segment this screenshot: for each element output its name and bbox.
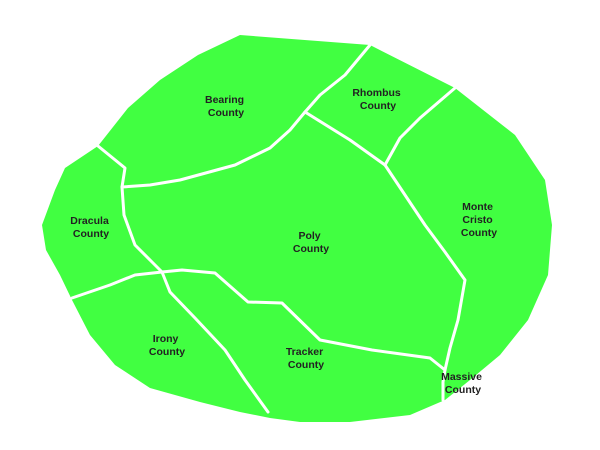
county-label-line: County (461, 227, 497, 239)
county-label-line: County (360, 100, 396, 112)
border-dracula-irony (70, 270, 164, 300)
county-label-line: County (445, 384, 481, 396)
border-rhombus-monte (383, 86, 457, 167)
county-label-monte-cristo: Monte Cristo County (461, 201, 497, 239)
county-label-line: Dracula (70, 215, 109, 227)
county-borders (70, 43, 467, 414)
county-label-dracula: Dracula County (70, 215, 111, 240)
county-label-irony: Irony County (149, 333, 185, 358)
county-label-line: Rhombus (352, 87, 401, 99)
landmass (42, 35, 552, 422)
county-labels: Bearing County Rhombus County Dracula Co… (70, 87, 497, 396)
border-tracker-poly (160, 268, 447, 372)
county-label-line: County (293, 243, 329, 255)
border-dracula-poly (120, 185, 164, 274)
county-label-poly: Poly County (293, 230, 329, 255)
county-label-line: County (149, 346, 185, 358)
county-label-rhombus: Rhombus County (352, 87, 403, 112)
county-label-line: Monte (462, 201, 493, 213)
border-irony-tracker (160, 270, 270, 414)
border-poly-monte (383, 163, 467, 372)
county-label-line: County (208, 107, 244, 119)
border-bearing-dracula (96, 144, 127, 189)
county-label-line: County (288, 359, 324, 371)
border-bearing-poly (120, 110, 307, 189)
county-label-line: Bearing (205, 94, 244, 106)
county-label-line: Irony (153, 333, 179, 345)
county-label-line: Massive (441, 371, 482, 383)
county-label-tracker: Tracker County (286, 346, 326, 371)
border-rhombus-poly (303, 110, 387, 167)
county-label-line: County (73, 228, 109, 240)
county-label-line: Cristo (462, 214, 492, 226)
county-label-massive: Massive County (441, 371, 485, 396)
border-massive (441, 368, 447, 402)
border-bearing-rhombus (303, 43, 372, 114)
county-label-line: Tracker (286, 346, 323, 358)
county-label-line: Poly (298, 230, 320, 242)
county-label-bearing: Bearing County (205, 94, 247, 119)
